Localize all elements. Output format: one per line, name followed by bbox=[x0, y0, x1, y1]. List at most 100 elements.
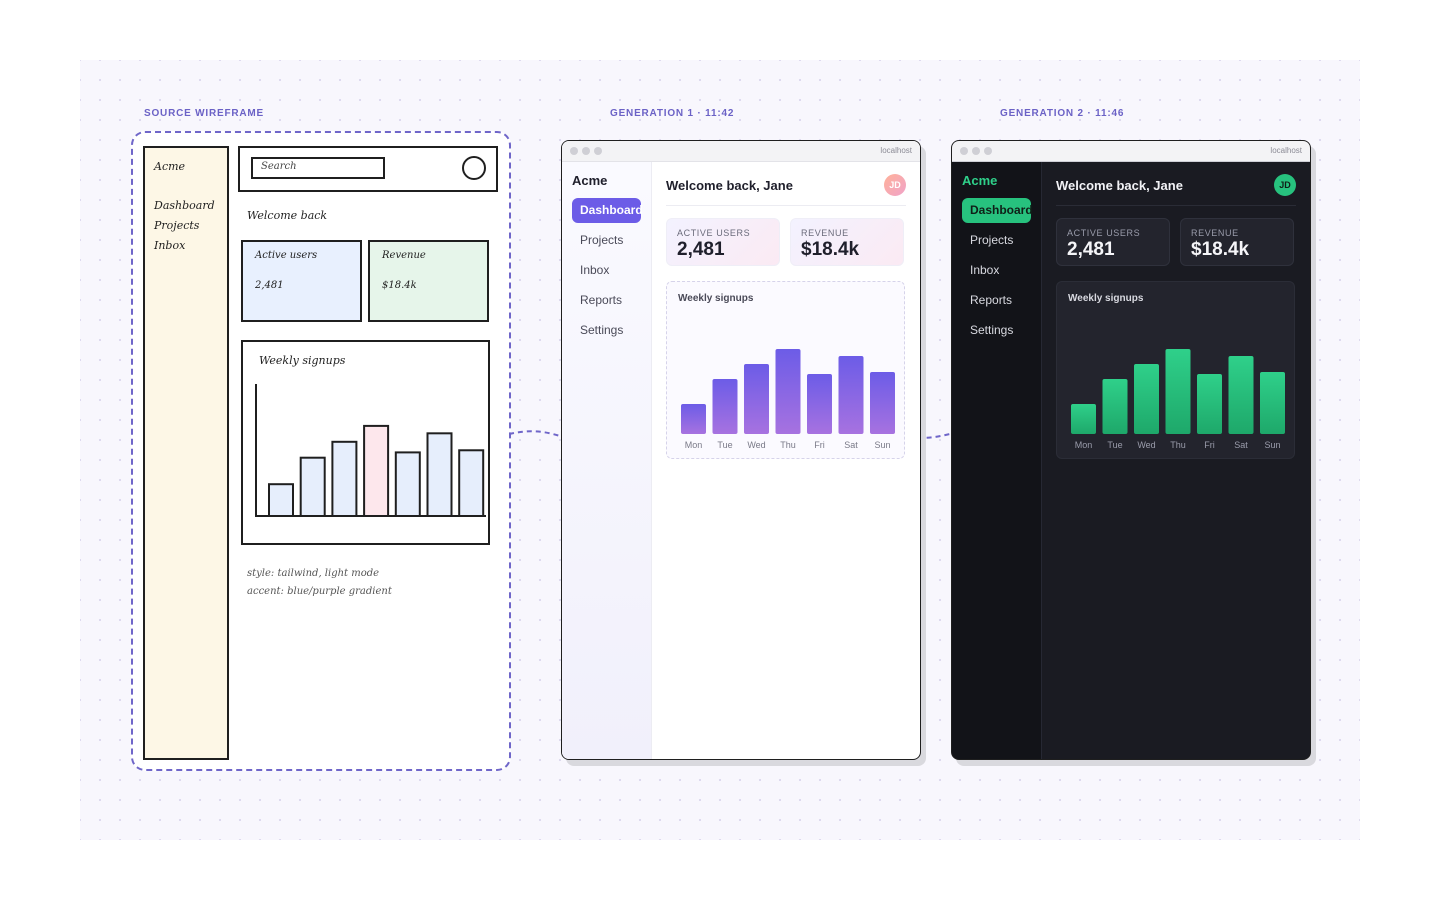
sidebar-item-inbox[interactable]: Inbox bbox=[970, 263, 1000, 277]
wireframe-chart-bar-tue bbox=[299, 456, 326, 517]
wireframe-card-value: 2,481 bbox=[255, 280, 284, 291]
wireframe-search-placeholder: Search bbox=[261, 161, 297, 172]
chart-bar-tue bbox=[712, 379, 738, 434]
window-dot-icon bbox=[570, 147, 578, 155]
header-divider bbox=[1056, 205, 1296, 206]
sidebar-item-projects[interactable]: Projects bbox=[970, 233, 1014, 247]
window-titlebar: localhost bbox=[562, 141, 920, 162]
stat-card-label: REVENUE bbox=[801, 228, 849, 238]
avatar[interactable]: JD bbox=[1274, 174, 1296, 196]
stat-card-value: $18.4k bbox=[1191, 239, 1250, 260]
chart-tick-label: Wed bbox=[1137, 440, 1155, 450]
chart-bar-sat bbox=[838, 356, 864, 434]
chart-tick-label: Wed bbox=[747, 440, 765, 450]
wireframe-brand: Acme bbox=[154, 160, 186, 173]
chart-bar-sat bbox=[1228, 356, 1254, 434]
wireframe-chart-bar-sun bbox=[458, 449, 485, 517]
chart-tick-label: Mon bbox=[1075, 440, 1093, 450]
wireframe-welcome: Welcome back bbox=[247, 209, 328, 222]
chart-plot: Mon Tue Wed Thu Fri Sat Sun bbox=[681, 349, 895, 450]
chart-tick-label: Fri bbox=[1204, 440, 1215, 450]
wireframe-note-accent: accent: blue/purple gradient bbox=[247, 586, 392, 597]
wireframe-chart-title: Weekly signups bbox=[259, 354, 346, 367]
window-dot-icon bbox=[960, 147, 968, 155]
chart-plot: Mon Tue Wed Thu Fri Sat Sun bbox=[1071, 349, 1285, 450]
wireframe-chart-bar-sat bbox=[426, 432, 453, 517]
window-titlebar: localhost bbox=[952, 141, 1310, 162]
chart-bar-mon bbox=[1071, 404, 1096, 434]
chart-tick-label: Tue bbox=[717, 440, 732, 450]
generation-1-label: GENERATION 1 · 11:42 bbox=[610, 108, 735, 119]
sidebar-item-projects[interactable]: Projects bbox=[580, 233, 624, 247]
chart-title: Weekly signups bbox=[678, 293, 754, 304]
weekly-signups-chart: Weekly signups Mon Tue Wed Thu Fri Sat Sun bbox=[666, 281, 905, 459]
chart-bar-sun bbox=[870, 372, 895, 434]
sidebar-item-reports[interactable]: Reports bbox=[580, 293, 623, 307]
wireframe-card-label: Revenue bbox=[382, 250, 426, 261]
chart-tick-label: Tue bbox=[1107, 440, 1122, 450]
chart-title: Weekly signups bbox=[1068, 293, 1144, 304]
wireframe-search: Search bbox=[251, 157, 385, 179]
window-url: localhost bbox=[880, 146, 912, 155]
header-divider bbox=[666, 205, 906, 206]
brand: Acme bbox=[572, 173, 608, 188]
chart-bar-thu bbox=[1165, 349, 1191, 434]
sidebar-item-dashboard[interactable]: Dashboard bbox=[962, 198, 1033, 223]
chart-tick-label: Sun bbox=[874, 440, 890, 450]
wireframe-nav-dashboard: Dashboard bbox=[154, 199, 215, 212]
wireframe-chart: Weekly signups bbox=[241, 340, 490, 545]
wireframe-card-revenue: Revenue $18.4k bbox=[368, 240, 489, 322]
weekly-signups-chart: Weekly signups Mon Tue Wed Thu Fri Sat Sun bbox=[1056, 281, 1295, 459]
chart-bar-fri bbox=[1197, 374, 1222, 434]
page-title: Welcome back, Jane bbox=[1056, 178, 1183, 193]
wireframe-sidebar bbox=[143, 146, 229, 760]
wireframe-card-label: Active users bbox=[255, 250, 318, 261]
sidebar bbox=[952, 162, 1042, 759]
wireframe-note-style: style: tailwind, light mode bbox=[247, 568, 380, 579]
chart-bar-tue bbox=[1102, 379, 1128, 434]
brand: Acme bbox=[962, 173, 998, 188]
chart-tick-label: Fri bbox=[814, 440, 825, 450]
stat-card-label: REVENUE bbox=[1191, 228, 1239, 238]
sidebar-item-inbox[interactable]: Inbox bbox=[580, 263, 610, 277]
chart-bar-sun bbox=[1260, 372, 1285, 434]
stat-card-value: 2,481 bbox=[1067, 239, 1115, 260]
chart-tick-label: Sat bbox=[844, 440, 858, 450]
source-wireframe-label: SOURCE WIREFRAME bbox=[144, 108, 265, 119]
sidebar-item-reports[interactable]: Reports bbox=[970, 293, 1013, 307]
chart-bar-wed bbox=[1134, 364, 1159, 434]
sidebar-item-settings[interactable]: Settings bbox=[580, 323, 624, 337]
window-dot-icon bbox=[972, 147, 980, 155]
generation-2-window: localhost Acme Dashboard Projects Inbox … bbox=[951, 140, 1311, 760]
avatar[interactable]: JD bbox=[884, 174, 906, 196]
chart-tick-label: Thu bbox=[780, 440, 796, 450]
window-url: localhost bbox=[1270, 146, 1302, 155]
wireframe-chart-bar-mon bbox=[268, 483, 294, 517]
wireframe-chart-bar-thu bbox=[363, 424, 390, 517]
window-dot-icon bbox=[594, 147, 602, 155]
wireframe-chart-bar-wed bbox=[331, 440, 358, 517]
wireframe-avatar bbox=[462, 156, 486, 180]
chart-bar-wed bbox=[744, 364, 769, 434]
window-dot-icon bbox=[582, 147, 590, 155]
window-dot-icon bbox=[984, 147, 992, 155]
stat-card-label: ACTIVE USERS bbox=[1067, 228, 1141, 238]
chart-tick-label: Thu bbox=[1170, 440, 1186, 450]
chart-bar-thu bbox=[775, 349, 801, 434]
sidebar-item-dashboard[interactable]: Dashboard bbox=[572, 198, 643, 223]
wireframe-chart-plot bbox=[255, 384, 486, 517]
wireframe-card-users: Active users 2,481 bbox=[241, 240, 362, 322]
stat-card-label: ACTIVE USERS bbox=[677, 228, 751, 238]
wireframe-chart-bar-fri bbox=[394, 451, 421, 517]
wireframe-nav-projects: Projects bbox=[154, 219, 200, 232]
chart-tick-label: Mon bbox=[685, 440, 703, 450]
stat-card-active-users: ACTIVE USERS 2,481 bbox=[1056, 218, 1170, 266]
sidebar-item-settings[interactable]: Settings bbox=[970, 323, 1014, 337]
chart-tick-label: Sat bbox=[1234, 440, 1248, 450]
chart-tick-label: Sun bbox=[1264, 440, 1280, 450]
stat-card-active-users: ACTIVE USERS 2,481 bbox=[666, 218, 780, 266]
wireframe-card-value: $18.4k bbox=[382, 280, 417, 291]
stat-card-revenue: REVENUE $18.4k bbox=[790, 218, 904, 266]
stat-card-revenue: REVENUE $18.4k bbox=[1180, 218, 1294, 266]
sidebar bbox=[562, 162, 652, 759]
